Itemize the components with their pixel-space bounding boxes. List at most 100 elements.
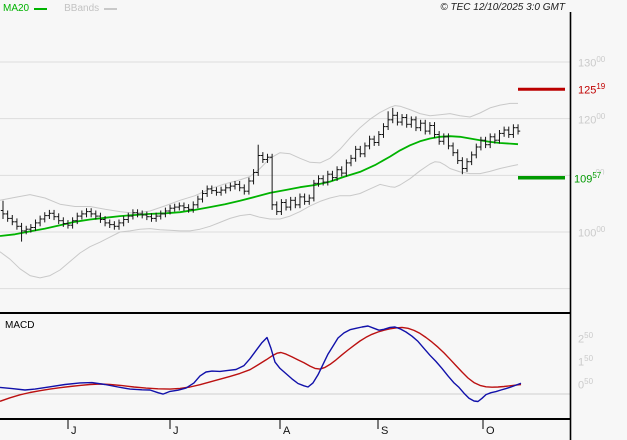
macd-axis-label: 250 bbox=[578, 331, 594, 346]
ohlc-bar bbox=[218, 186, 224, 196]
ohlc-bar bbox=[432, 122, 437, 138]
ohlc-bar bbox=[260, 152, 266, 163]
ohlc-bar bbox=[265, 153, 270, 163]
ohlc-bar bbox=[246, 177, 252, 195]
month-label: O bbox=[486, 425, 495, 437]
ohlc-bar bbox=[37, 215, 43, 227]
ohlc-bar bbox=[316, 175, 321, 187]
ohlc-bar bbox=[98, 212, 103, 223]
legend-bbands-line-swatch bbox=[104, 7, 118, 10]
macd-panel-title: MACD bbox=[5, 320, 35, 331]
ohlc-bar bbox=[427, 122, 433, 135]
legend-ma20-line-swatch bbox=[34, 7, 48, 10]
ohlc-bar bbox=[423, 119, 428, 135]
ohlc-bar bbox=[460, 157, 465, 175]
price-axis-label: 10000 bbox=[578, 225, 606, 240]
ohlc-bar bbox=[42, 212, 47, 223]
ohlc-bar bbox=[0, 200, 6, 219]
ohlc-bar bbox=[24, 225, 29, 235]
ohlc-bar bbox=[158, 210, 163, 220]
ohlc-bar bbox=[121, 216, 126, 227]
ohlc-bar bbox=[302, 193, 307, 205]
ohlc-bar bbox=[242, 184, 247, 195]
ohlc-bar bbox=[372, 135, 377, 146]
ohlc-bar bbox=[93, 210, 98, 220]
ohlc-bar bbox=[126, 212, 131, 223]
ohlc-bar bbox=[348, 154, 354, 167]
ohlc-bar bbox=[283, 199, 289, 211]
ohlc-bar bbox=[311, 179, 317, 202]
ohlc-bar bbox=[19, 222, 24, 242]
ohlc-bar bbox=[84, 208, 89, 218]
ohlc-bar bbox=[75, 212, 80, 225]
bollinger-lower-band-line bbox=[0, 161, 519, 279]
ohlc-bar bbox=[204, 185, 210, 197]
ohlc-bar bbox=[464, 158, 470, 172]
ohlc-bar bbox=[102, 216, 108, 227]
ohlc-bar bbox=[404, 114, 409, 128]
ohlc-bar bbox=[492, 133, 498, 144]
ohlc-bar bbox=[353, 145, 358, 162]
ohlc-bar bbox=[497, 130, 502, 144]
ohlc-bar bbox=[200, 190, 205, 203]
ohlc-bar bbox=[163, 207, 168, 218]
month-label: S bbox=[381, 425, 389, 437]
price-axis-label: 12000 bbox=[578, 111, 606, 127]
ohlc-bar bbox=[501, 126, 507, 137]
ohlc-bar bbox=[177, 202, 182, 211]
ma20-line bbox=[0, 135, 519, 237]
month-label: A bbox=[283, 425, 291, 437]
ohlc-bar bbox=[395, 111, 400, 126]
ohlc-bar bbox=[14, 218, 20, 230]
legend-bbands-label: BBands bbox=[64, 3, 100, 14]
ohlc-bar bbox=[274, 201, 279, 215]
ohlc-bar bbox=[269, 153, 275, 210]
ohlc-bar bbox=[441, 133, 446, 145]
ohlc-bar bbox=[358, 145, 363, 158]
ohlc-bar bbox=[469, 151, 474, 166]
ohlc-bar bbox=[455, 149, 460, 164]
ohlc-bar bbox=[488, 133, 493, 149]
ohlc-bar bbox=[51, 209, 57, 221]
ohlc-bar bbox=[436, 131, 442, 145]
ohlc-bar bbox=[339, 166, 344, 177]
ohlc-bar bbox=[450, 142, 456, 157]
ohlc-bar bbox=[88, 208, 94, 218]
ohlc-bar bbox=[191, 201, 196, 213]
legend-ma20-label: MA20 bbox=[3, 3, 30, 14]
ohlc-bar bbox=[237, 181, 242, 192]
ohlc-bar bbox=[140, 210, 145, 219]
ohlc-bar bbox=[506, 126, 511, 138]
ohlc-bar bbox=[79, 210, 85, 220]
ohlc-bar bbox=[344, 159, 349, 177]
month-label: J bbox=[173, 425, 179, 437]
ohlc-bar bbox=[5, 210, 10, 222]
ohlc-bar bbox=[413, 116, 419, 132]
ohlc-bar bbox=[376, 131, 382, 146]
ohlc-bar bbox=[186, 204, 191, 213]
ohlc-bar bbox=[70, 217, 75, 229]
ohlc-bar bbox=[172, 203, 177, 212]
resistance-level-label: 12519 bbox=[578, 82, 606, 97]
ohlc-bar bbox=[33, 219, 38, 231]
ohlc-bar bbox=[256, 144, 261, 176]
ohlc-bar bbox=[107, 219, 112, 228]
ohlc-bar bbox=[209, 185, 214, 194]
ohlc-bar bbox=[195, 195, 201, 209]
ohlc-bar bbox=[409, 116, 414, 128]
ohlc-bar bbox=[320, 175, 326, 186]
price-axis-label: 13000 bbox=[578, 55, 606, 70]
ohlc-bar bbox=[223, 184, 228, 194]
macd-axis-label: 050 bbox=[578, 377, 594, 392]
ohlc-bar bbox=[181, 202, 187, 211]
macd-axis-label: 150 bbox=[578, 354, 594, 369]
ohlc-bar bbox=[232, 181, 238, 190]
ohlc-bar bbox=[478, 136, 484, 151]
ohlc-bar bbox=[515, 124, 521, 135]
ohlc-bar bbox=[56, 213, 61, 225]
ohlc-bar bbox=[144, 211, 150, 221]
ohlc-bar bbox=[153, 212, 159, 222]
ohlc-bar bbox=[65, 220, 71, 229]
ohlc-bar bbox=[167, 204, 173, 215]
